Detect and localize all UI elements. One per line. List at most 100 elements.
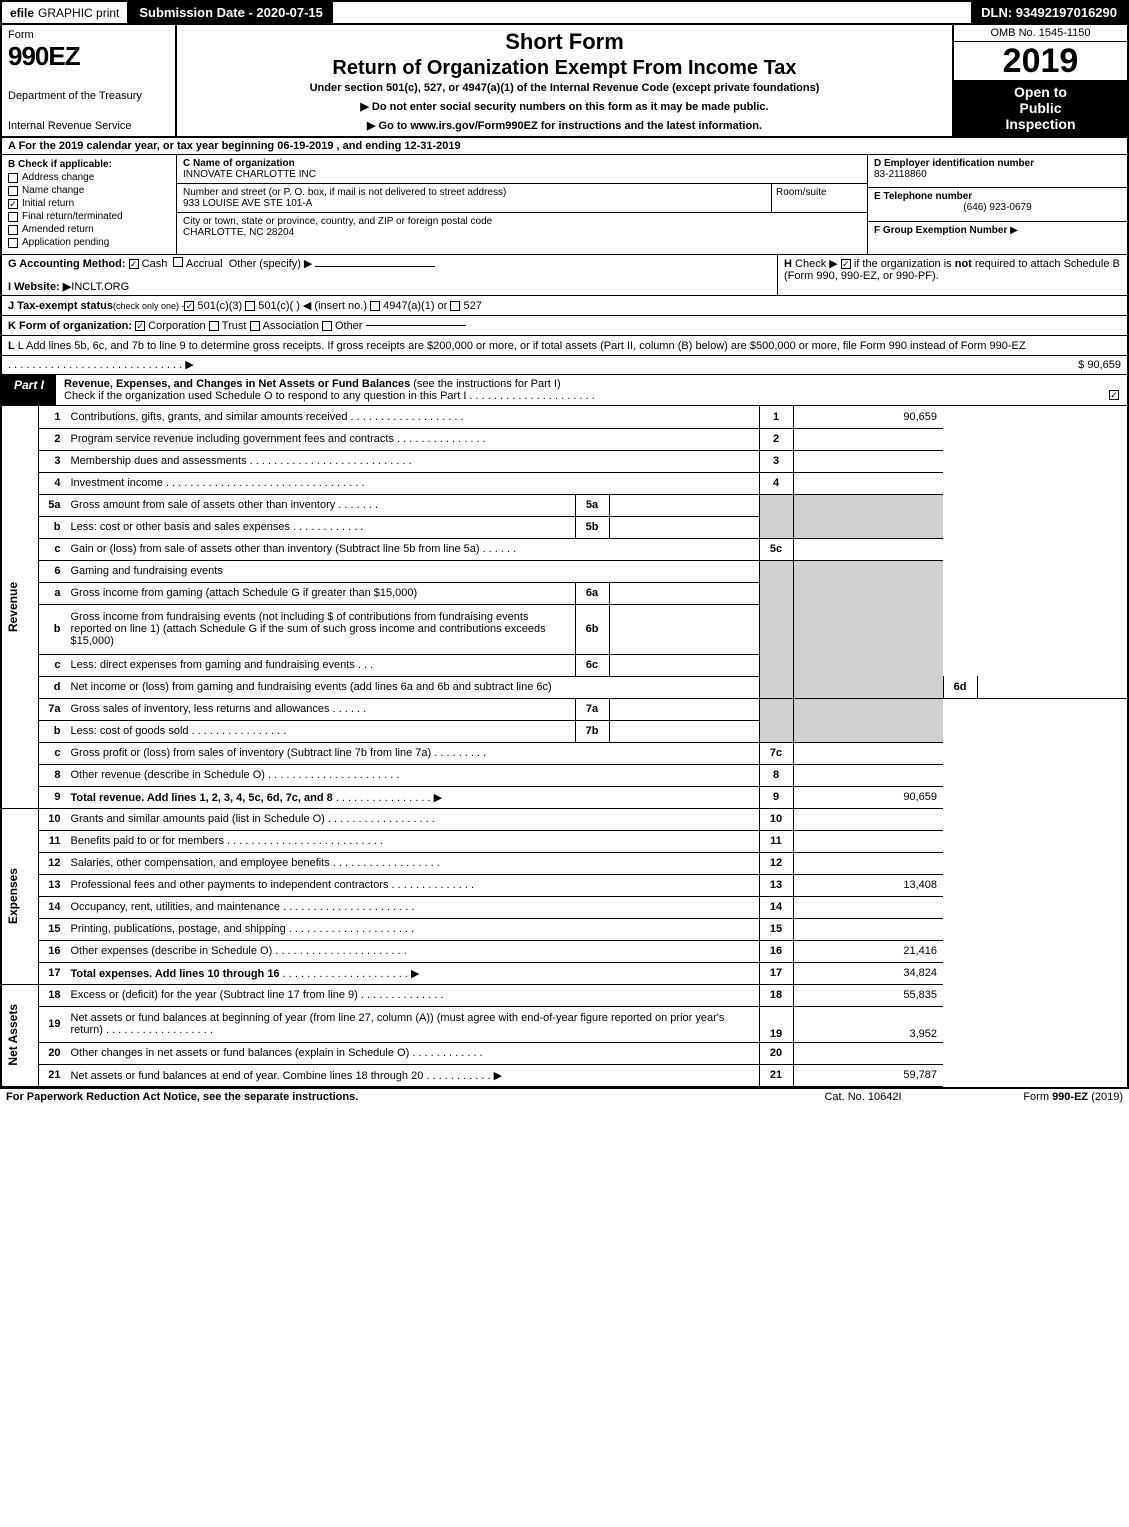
efile-rest: GRAPHIC print: [38, 6, 119, 20]
part-1-title: Revenue, Expenses, and Changes in Net As…: [56, 375, 1127, 405]
ln-desc: Benefits paid to or for members . . . . …: [67, 830, 760, 852]
checkbox-checked-icon: [8, 199, 18, 209]
sub-amt: [609, 516, 759, 538]
chk-assoc-icon[interactable]: [250, 321, 260, 331]
chk-other-icon[interactable]: [322, 321, 332, 331]
chk-schedule-o-icon[interactable]: [1109, 390, 1119, 400]
cal-pre: A For the 2019 calendar year, or tax yea…: [8, 140, 277, 152]
checkbox-icon: [8, 173, 18, 183]
ln-desc: Net assets or fund balances at end of ye…: [67, 1064, 760, 1086]
row-j: J Tax-exempt status (check only one) - 5…: [2, 296, 1127, 316]
chk-accrual-icon[interactable]: [173, 257, 183, 267]
p1-checkline: Check if the organization used Schedule …: [64, 390, 1119, 402]
desc-text: Total revenue. Add lines 1, 2, 3, 4, 5c,…: [71, 792, 333, 804]
h-check-text: Check ▶: [795, 258, 838, 270]
l-amount: $ 90,659: [1078, 359, 1121, 371]
ln-desc: Salaries, other compensation, and employ…: [67, 852, 760, 874]
chk-corp-icon[interactable]: [135, 321, 145, 331]
col-num: 11: [759, 830, 793, 852]
footer-r-pre: Form: [1023, 1091, 1052, 1103]
ln-desc: Net assets or fund balances at beginning…: [67, 1006, 760, 1042]
open-public-inspection: Open to Public Inspection: [954, 80, 1127, 136]
sub-amt: [609, 582, 759, 604]
form-word: Form: [8, 29, 169, 41]
f-arrow-icon: ▶: [1010, 225, 1018, 236]
chk-trust-icon[interactable]: [209, 321, 219, 331]
website-link[interactable]: INCLT.ORG: [71, 281, 129, 293]
sub-num: 5a: [575, 494, 609, 516]
desc-text: Membership dues and assessments: [71, 455, 247, 467]
room-label: Room/suite: [776, 187, 861, 198]
ln-num: 5a: [39, 494, 67, 516]
c-label: C Name of organization: [183, 158, 316, 169]
desc-text: Gross profit or (loss) from sales of inv…: [71, 747, 432, 759]
col-amt: 3,952: [793, 1006, 943, 1042]
line-20: 20 Other changes in net assets or fund b…: [2, 1042, 1127, 1064]
form-subtitle: Under section 501(c), 527, or 4947(a)(1)…: [185, 82, 944, 94]
desc-text: Occupancy, rent, utilities, and maintena…: [71, 901, 281, 913]
chk-label: Address change: [22, 172, 94, 183]
chk-527-icon[interactable]: [450, 301, 460, 311]
h-t4: (Form 990, 990-EZ, or 990-PF).: [784, 270, 1121, 282]
col-num: 13: [759, 874, 793, 896]
org-name: INNOVATE CHARLOTTE INC: [183, 169, 316, 180]
ln-num: 20: [39, 1042, 67, 1064]
line-7b: b Less: cost of goods sold . . . . . . .…: [2, 720, 1127, 742]
desc-text: Gross amount from sale of assets other t…: [71, 499, 336, 511]
k-other-input[interactable]: [366, 325, 466, 326]
col-amt: 90,659: [793, 786, 943, 808]
revenue-sidebar: Revenue: [2, 406, 39, 808]
chk-501c3-icon[interactable]: [184, 301, 194, 311]
row-g: G Accounting Method: Cash Accrual Other …: [2, 255, 777, 295]
e-label: E Telephone number: [874, 191, 1121, 202]
submission-date: Submission Date - 2020-07-15: [129, 2, 333, 23]
efile-print[interactable]: efile GRAPHIC print: [2, 2, 129, 23]
chk-address-change[interactable]: Address change: [8, 172, 170, 183]
chk-amended-return[interactable]: Amended return: [8, 224, 170, 235]
accrual-label: Accrual: [186, 258, 223, 270]
instr-2-pre: Go to: [379, 120, 411, 132]
chk-initial-return[interactable]: Initial return: [8, 198, 170, 209]
ln-num: 14: [39, 896, 67, 918]
ln-desc: Gaming and fundraising events: [67, 560, 760, 582]
desc-text: Gross sales of inventory, less returns a…: [71, 703, 330, 715]
chk-4947-icon[interactable]: [370, 301, 380, 311]
col-num: 9: [759, 786, 793, 808]
k-trust: Trust: [222, 320, 247, 332]
ln-num: d: [39, 676, 67, 698]
revenue-label: Revenue: [6, 582, 20, 632]
chk-final-return[interactable]: Final return/terminated: [8, 211, 170, 222]
chk-name-change[interactable]: Name change: [8, 185, 170, 196]
col-num: 21: [759, 1064, 793, 1086]
row-i: I Website: ▶INCLT.ORG: [8, 280, 771, 293]
shade-cell: [759, 494, 793, 538]
chk-cash-icon[interactable]: [129, 259, 139, 269]
other-input[interactable]: [315, 266, 435, 267]
ln-desc: Grants and similar amounts paid (list in…: [67, 808, 760, 830]
footer-left: For Paperwork Reduction Act Notice, see …: [6, 1091, 783, 1103]
entity-block: B Check if applicable: Address change Na…: [2, 155, 1127, 255]
k-corp: Corporation: [148, 320, 205, 332]
instr-line-2: ▶ Go to www.irs.gov/Form990EZ for instru…: [185, 119, 944, 132]
form-title: Return of Organization Exempt From Incom…: [185, 57, 944, 80]
chk-501c-icon[interactable]: [245, 301, 255, 311]
open-3: Inspection: [958, 116, 1123, 132]
chk-h-icon[interactable]: [841, 259, 851, 269]
f-label: F Group Exemption Number: [874, 225, 1007, 236]
ein-value: 83-2118860: [874, 169, 1121, 180]
desc-text: Net assets or fund balances at end of ye…: [71, 1070, 424, 1082]
line-6a: a Gross income from gaming (attach Sched…: [2, 582, 1127, 604]
irs-link[interactable]: www.irs.gov/Form990EZ: [410, 120, 537, 132]
tax-year: 2019: [954, 42, 1127, 80]
ln-desc: Less: cost or other basis and sales expe…: [67, 516, 576, 538]
instr-1-text: Do not enter social security numbers on …: [372, 101, 769, 113]
col-num: 7c: [759, 742, 793, 764]
desc-text: Salaries, other compensation, and employ…: [71, 857, 330, 869]
other-label: Other (specify) ▶: [229, 258, 313, 270]
col-amt: [793, 1042, 943, 1064]
ln-desc: Less: cost of goods sold . . . . . . . .…: [67, 720, 576, 742]
chk-application-pending[interactable]: Application pending: [8, 237, 170, 248]
ln-desc: Program service revenue including govern…: [67, 428, 760, 450]
col-num: 3: [759, 450, 793, 472]
p1-title-text: Revenue, Expenses, and Changes in Net As…: [64, 378, 410, 390]
